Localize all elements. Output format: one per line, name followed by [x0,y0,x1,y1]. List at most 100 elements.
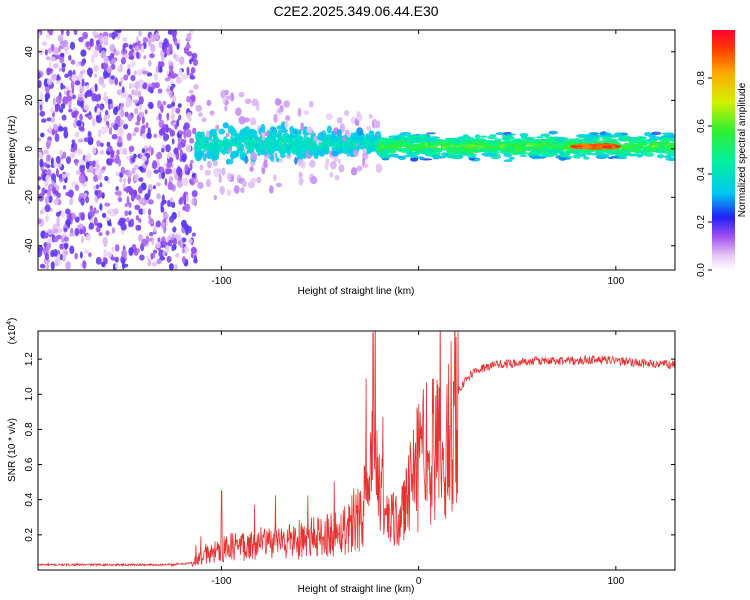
spectrogram-cell [540,147,553,151]
spectrogram-cell [192,127,197,135]
snr-y-tick-label: 0.2 [24,527,35,541]
spectrogram-cell [98,232,103,236]
spectrogram-cell [80,60,85,67]
spectrogram-cell [156,151,163,160]
spectrogram-cell [306,126,313,134]
spectrogram-cell [41,118,47,123]
spectrogram-cell [61,114,67,121]
spectrogram-cell [126,217,130,223]
spectrogram-cell [121,94,125,99]
spectrogram-cell [326,133,332,144]
spectrogram-cell [46,140,51,150]
spectrogram-cell [127,114,133,122]
spectrogram-cell [142,70,149,75]
spectrogram-cell [50,173,57,182]
spectrogram-cell [175,54,179,63]
spectrogram-cell [186,66,190,76]
spectrogram-cell [74,252,78,260]
spectrogram-cell [269,185,274,194]
spectrogram-cell [164,77,171,82]
spectrogram-cell [171,106,174,115]
spectrogram-cell [91,85,96,92]
snr-y-tick-label: 0.8 [24,422,35,436]
spectrogram-cell [503,153,513,158]
spectrogram-cell [153,249,158,254]
spectrogram-cell [487,141,495,145]
spectrogram-cell [86,89,92,98]
spectrogram-cell [149,53,155,59]
spectrogram-cell [157,88,163,94]
spectrogram-cell [270,153,274,162]
spectrogram-cell [524,146,537,149]
spectrogram-cell [178,69,183,76]
spectrogram-cell [134,45,141,52]
spectrogram-cell [169,85,174,92]
spectrogram-cell [225,95,232,100]
spectrogram-cell [54,190,59,196]
spectrogram-cell [120,48,127,55]
spectrogram-cell [219,185,225,195]
spectrogram-cell [43,232,49,239]
spectrogram-cell [156,182,161,187]
spectrogram-x-tick-label: 100 [607,276,624,287]
spectrogram-cell [294,156,298,165]
spectrogram-cell [74,216,80,223]
spectrogram-cell [469,157,475,161]
spectrogram-cell [86,168,91,173]
spectrogram-cell [162,133,168,142]
spectrogram-cell [181,139,187,144]
spectrogram-cell [336,134,343,144]
spectrogram-cell [393,136,401,140]
colorbar-tick-label: 0.2 [696,215,707,229]
spectrogram-cell [234,150,240,158]
spectrogram-cell [169,197,174,202]
spectrogram-cell [557,145,568,149]
spectrogram-cell [68,54,72,61]
spectrogram-cell [103,248,107,258]
spectrogram-cell [70,80,75,90]
spectrogram-cell [123,147,127,156]
spectrogram-cell [189,178,193,184]
spectrogram-cell [197,181,204,189]
spectrogram-cell [258,149,262,155]
spectrogram-cell [333,155,339,163]
spectrogram-cell [148,231,154,237]
spectrogram-cell [111,246,115,252]
spectrogram-cell [244,98,252,105]
spectrogram-cell [342,136,347,142]
spectrogram-cell [133,70,137,76]
spectrogram-cell [58,125,64,132]
spectrogram-cell [293,129,298,135]
spectrogram-cell [131,132,137,137]
spectrogram-cell [41,41,48,46]
spectrogram-cell [240,187,245,193]
spectrogram-cell [147,189,151,198]
spectrogram-cell [516,143,528,147]
spectrogram-cell [39,263,46,269]
spectrogram-cell [117,135,123,144]
spectrogram-cell [614,132,623,137]
spectrogram-cell [377,139,388,142]
spectrogram-cell [167,239,173,247]
spectrogram-cell [155,32,159,40]
spectrogram-cell [93,185,97,190]
spectrogram-cell [38,218,42,224]
spectrogram-cell [128,145,135,152]
spectrogram-cell [73,30,78,35]
spectrogram-cell [253,144,259,149]
spectrogram-cell [73,159,80,164]
snr-series-line [38,331,675,568]
spectrogram-cell [410,157,419,162]
spectrogram-cell [66,30,70,37]
spectrogram-cell [172,95,177,103]
spectrogram-panel: -40 -20 0 20 40 -100 100 Height of straight l… [7,29,676,297]
spectrogram-cell [93,64,99,72]
spectrogram-cell [110,75,115,80]
spectrogram-cell [94,83,98,92]
spectrogram-cell [580,143,590,148]
snr-panel: 0.2 0.4 0.6 0.8 1.0 1.2 -100 0 100 (x104) Heigh… [6,318,676,595]
snr-multiplier-exponent: 4 [6,321,13,325]
spectrogram-cell [120,166,126,175]
spectrogram-cell [93,174,99,182]
spectrogram-cell [519,154,528,157]
